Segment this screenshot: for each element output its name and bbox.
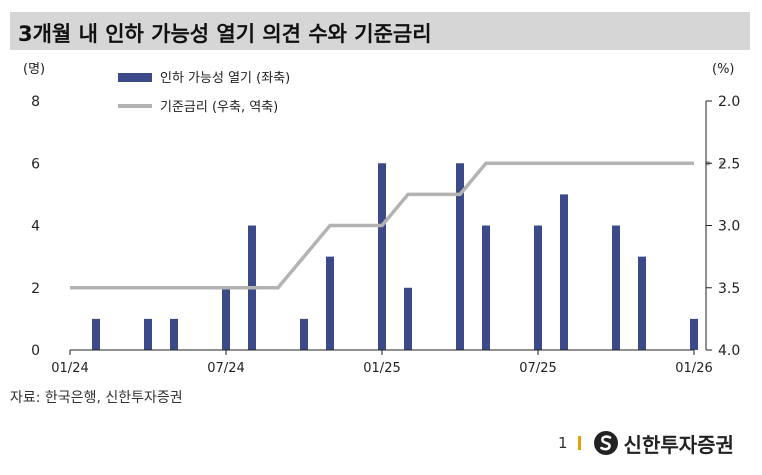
source-note: 자료: 한국은행, 신한투자증권 <box>10 390 183 406</box>
bar <box>144 318 152 350</box>
left-tick-label: 4 <box>31 219 40 235</box>
bar-series <box>92 163 698 350</box>
brand-name: 신한투자증권 <box>623 432 734 457</box>
bar <box>222 287 230 350</box>
bar <box>326 256 334 350</box>
bar <box>612 225 620 350</box>
page-title: 3개월 내 인하 가능성 열기 의견 수와 기준금리 <box>18 22 432 46</box>
bar <box>534 225 542 350</box>
left-tick-label: 6 <box>31 156 40 172</box>
left-axis-unit: (명) <box>23 62 45 77</box>
right-tick-label: 2.0 <box>718 94 740 110</box>
line-series <box>70 160 725 290</box>
line-extension-dot <box>719 160 725 166</box>
bar <box>690 318 698 350</box>
right-tick-label: 2.5 <box>718 156 740 172</box>
legend: 인하 가능성 열기 (좌축) 기준금리 (우축, 역축) <box>118 71 290 115</box>
chart: 01/24 07/24 01/25 07/25 01/26 0 2 4 6 8 (명) 2.0 2.5 3… <box>23 62 740 376</box>
left-tick-label: 8 <box>31 94 40 110</box>
right-axis-unit: (%) <box>712 62 735 77</box>
bar <box>300 318 308 350</box>
legend-label-line: 기준금리 (우축, 역축) <box>160 100 278 115</box>
shinhan-logo-icon <box>593 431 618 455</box>
policy-rate-line <box>70 161 694 290</box>
bar <box>404 287 412 350</box>
legend-label-bar: 인하 가능성 열기 (좌축) <box>160 71 290 86</box>
footer-divider <box>577 436 581 450</box>
left-tick-label: 0 <box>31 343 40 359</box>
right-tick-label: 3.5 <box>718 281 740 297</box>
right-tick-label: 3.0 <box>718 219 740 235</box>
bar <box>560 194 568 350</box>
x-tick-label: 01/24 <box>51 361 88 376</box>
x-tick-label: 01/25 <box>363 361 400 376</box>
footer: 1 신한투자증권 <box>558 428 734 458</box>
title-bar: 3개월 내 인하 가능성 열기 의견 수와 기준금리 <box>10 12 750 50</box>
bar <box>378 163 386 350</box>
x-tick-label: 07/25 <box>519 361 556 376</box>
legend-swatch-bar <box>118 73 152 82</box>
bar <box>638 256 646 350</box>
x-tick-label: 01/26 <box>675 361 712 376</box>
x-tick-label: 07/24 <box>207 361 244 376</box>
axes: 01/24 07/24 01/25 07/25 01/26 0 2 4 6 8 (명) 2.0 2.5 3… <box>23 62 740 376</box>
bar <box>456 163 464 350</box>
bar <box>482 225 490 350</box>
right-tick-label: 4.0 <box>718 343 740 359</box>
page-number: 1 <box>558 434 568 452</box>
bar <box>92 318 100 350</box>
bar <box>170 318 178 350</box>
left-tick-label: 2 <box>31 281 40 297</box>
